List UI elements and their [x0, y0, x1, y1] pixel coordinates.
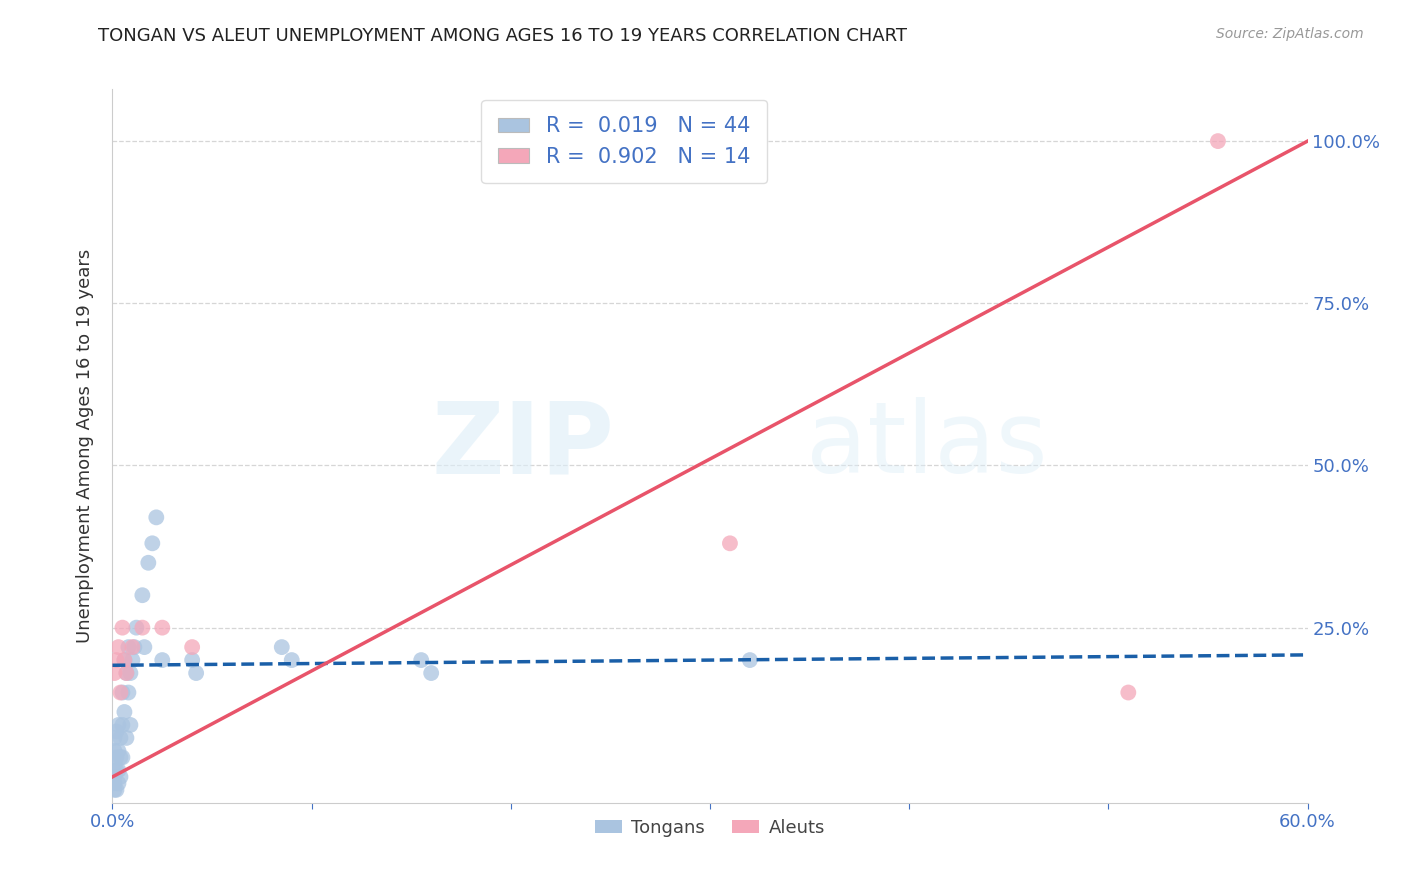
Point	[420, 666, 443, 681]
Point	[107, 640, 129, 654]
Point	[114, 705, 135, 719]
Point	[181, 653, 204, 667]
Point	[110, 750, 132, 764]
Point	[103, 776, 125, 790]
Point	[270, 640, 292, 654]
Point	[121, 640, 143, 654]
Point	[105, 782, 128, 797]
Point	[131, 621, 153, 635]
Point	[111, 750, 134, 764]
Point	[134, 640, 156, 654]
Point	[103, 770, 125, 784]
Point	[186, 666, 208, 681]
Point	[115, 731, 138, 745]
Point	[181, 640, 204, 654]
Point	[107, 744, 129, 758]
Point	[103, 666, 125, 681]
Point	[114, 653, 135, 667]
Point	[111, 621, 134, 635]
Text: TONGAN VS ALEUT UNEMPLOYMENT AMONG AGES 16 TO 19 YEARS CORRELATION CHART: TONGAN VS ALEUT UNEMPLOYMENT AMONG AGES …	[98, 27, 907, 45]
Point	[107, 718, 129, 732]
Point	[111, 718, 134, 732]
Point	[110, 685, 132, 699]
Point	[117, 685, 139, 699]
Text: atlas: atlas	[806, 398, 1047, 494]
Point	[150, 621, 173, 635]
Point	[411, 653, 433, 667]
Point	[115, 666, 138, 681]
Point	[115, 666, 138, 681]
Point	[105, 724, 128, 739]
Point	[107, 764, 129, 778]
Point	[103, 731, 125, 745]
Point	[738, 653, 761, 667]
Text: ZIP: ZIP	[432, 398, 614, 494]
Point	[138, 556, 160, 570]
Point	[145, 510, 167, 524]
Point	[103, 782, 125, 797]
Text: Source: ZipAtlas.com: Source: ZipAtlas.com	[1216, 27, 1364, 41]
Point	[111, 685, 134, 699]
Point	[107, 776, 129, 790]
Point	[120, 718, 142, 732]
Y-axis label: Unemployment Among Ages 16 to 19 years: Unemployment Among Ages 16 to 19 years	[76, 249, 94, 643]
Legend: Tongans, Aleuts: Tongans, Aleuts	[588, 812, 832, 844]
Point	[281, 653, 304, 667]
Point	[114, 653, 135, 667]
Point	[103, 744, 125, 758]
Point	[105, 653, 128, 667]
Point	[117, 640, 139, 654]
Point	[120, 666, 142, 681]
Point	[110, 770, 132, 784]
Point	[110, 731, 132, 745]
Point	[105, 764, 128, 778]
Point	[125, 621, 148, 635]
Point	[1118, 685, 1140, 699]
Point	[150, 653, 173, 667]
Point	[1206, 134, 1229, 148]
Point	[718, 536, 741, 550]
Point	[105, 750, 128, 764]
Point	[131, 588, 153, 602]
Point	[121, 653, 143, 667]
Point	[103, 756, 125, 771]
Point	[141, 536, 163, 550]
Point	[124, 640, 146, 654]
